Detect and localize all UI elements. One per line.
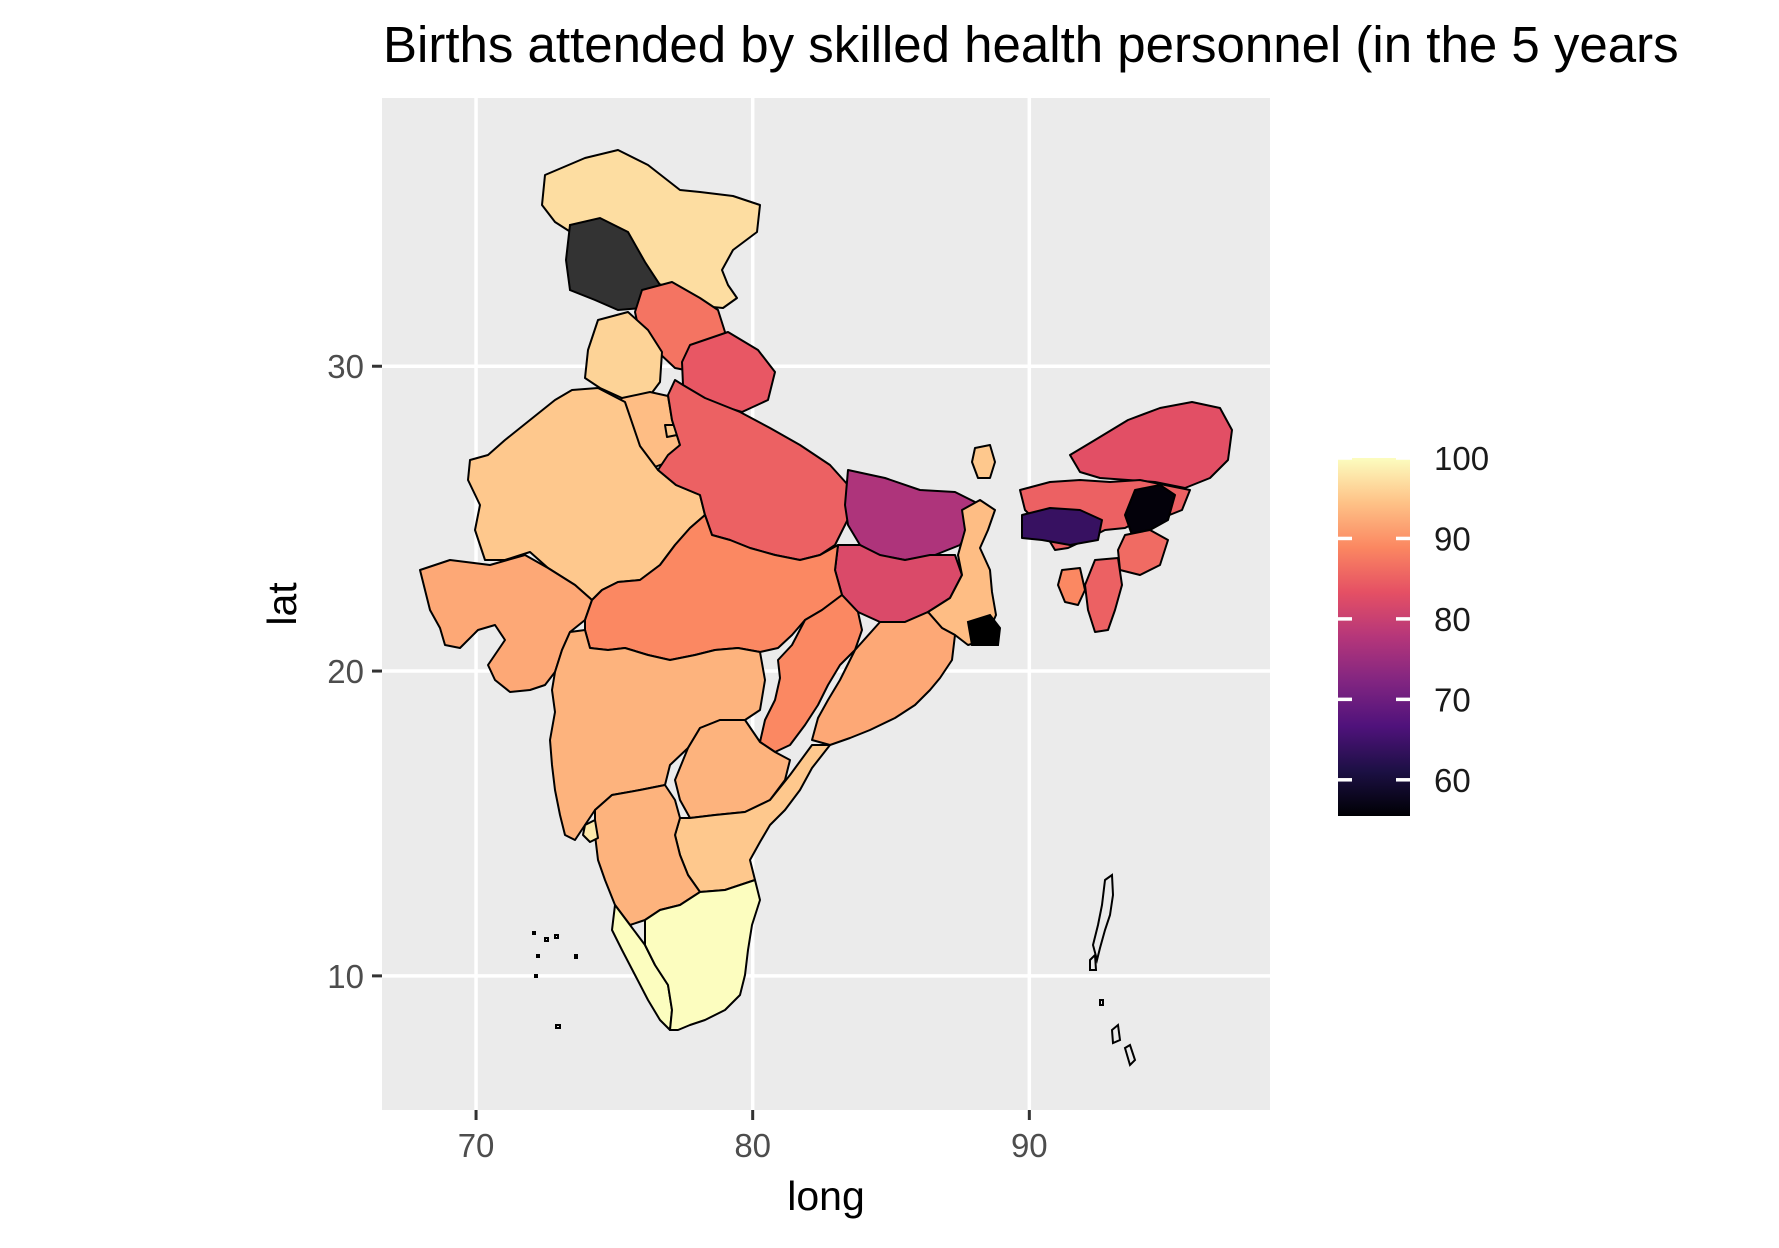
region-tamil-nadu[interactable] — [644, 879, 761, 1031]
x-tick-labels: 70 80 90 — [458, 1127, 1048, 1164]
legend-ticks — [1338, 456, 1410, 782]
x-tick-label: 70 — [458, 1127, 495, 1164]
region-chhattisgarh[interactable] — [759, 594, 863, 753]
chart-title: Births attended by skilled health person… — [383, 16, 1679, 73]
region-mizoram[interactable] — [1084, 557, 1123, 633]
islands — [532, 873, 1137, 1067]
legend-label: 60 — [1434, 762, 1471, 799]
x-axis-title: long — [787, 1173, 865, 1219]
region-arunachal-pradesh[interactable] — [1069, 401, 1233, 489]
legend-label: 70 — [1434, 681, 1471, 718]
region-goa[interactable] — [582, 819, 599, 843]
region-bihar[interactable] — [844, 469, 976, 561]
y-axis-title: lat — [259, 582, 305, 626]
legend-label: 90 — [1434, 520, 1471, 557]
y-tick-labels: 10 20 30 — [327, 348, 364, 995]
axis-ticks — [372, 364, 1031, 1120]
region-gujarat[interactable] — [419, 554, 593, 693]
x-tick-label: 90 — [1011, 1127, 1048, 1164]
legend-label: 100 — [1434, 440, 1489, 477]
region-odisha[interactable] — [811, 611, 956, 746]
color-legend: 60 70 80 90 100 — [1338, 440, 1489, 816]
y-tick-label: 20 — [327, 653, 364, 690]
region-tripura[interactable] — [1057, 567, 1086, 606]
legend-label: 80 — [1434, 601, 1471, 638]
region-manipur[interactable] — [1117, 529, 1169, 576]
y-tick-label: 30 — [327, 348, 364, 385]
legend-colorbar — [1338, 458, 1410, 816]
region-sikkim[interactable] — [971, 444, 996, 479]
region-nagaland[interactable] — [1124, 484, 1176, 536]
region-meghalaya[interactable] — [1021, 507, 1103, 546]
y-tick-label: 10 — [327, 958, 364, 995]
x-tick-label: 80 — [734, 1127, 771, 1164]
region-sundarbans — [966, 613, 1002, 646]
regions — [419, 149, 1233, 1031]
